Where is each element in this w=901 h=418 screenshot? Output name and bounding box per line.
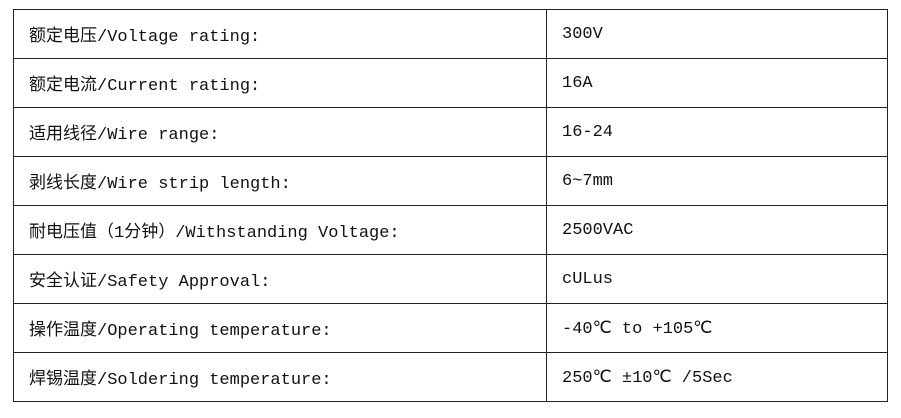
spec-value: -40℃ to +105℃	[546, 303, 888, 353]
table-row: 安全认证/Safety Approval: cULus	[13, 254, 888, 304]
spec-label: 安全认证/Safety Approval:	[13, 254, 547, 304]
table-row: 适用线径/Wire range: 16-24	[13, 107, 888, 157]
spec-value: 6~7mm	[546, 156, 888, 206]
table-row: 额定电压/Voltage rating: 300V	[13, 9, 888, 59]
spec-label: 操作温度/Operating temperature:	[13, 303, 547, 353]
spec-value: 16-24	[546, 107, 888, 157]
table-row: 额定电流/Current rating: 16A	[13, 58, 888, 108]
spec-value: cULus	[546, 254, 888, 304]
spec-value: 16A	[546, 58, 888, 108]
spec-label: 额定电流/Current rating:	[13, 58, 547, 108]
spec-value: 300V	[546, 9, 888, 59]
spec-label: 适用线径/Wire range:	[13, 107, 547, 157]
spec-label: 耐电压值（1分钟）/Withstanding Voltage:	[13, 205, 547, 255]
table-row: 焊锡温度/Soldering temperature: 250℃ ±10℃ /5S…	[13, 352, 888, 402]
spec-value: 250℃ ±10℃ /5Sec	[546, 352, 888, 402]
table-row: 剥线长度/Wire strip length: 6~7mm	[13, 156, 888, 206]
spec-label: 剥线长度/Wire strip length:	[13, 156, 547, 206]
table-row: 耐电压值（1分钟）/Withstanding Voltage: 2500VAC	[13, 205, 888, 255]
spec-label: 焊锡温度/Soldering temperature:	[13, 352, 547, 402]
table-row: 操作温度/Operating temperature: -40℃ to +105℃	[13, 303, 888, 353]
spec-label: 额定电压/Voltage rating:	[13, 9, 547, 59]
spec-value: 2500VAC	[546, 205, 888, 255]
spec-table: 额定电压/Voltage rating: 300V 额定电流/Current rat…	[13, 9, 888, 402]
